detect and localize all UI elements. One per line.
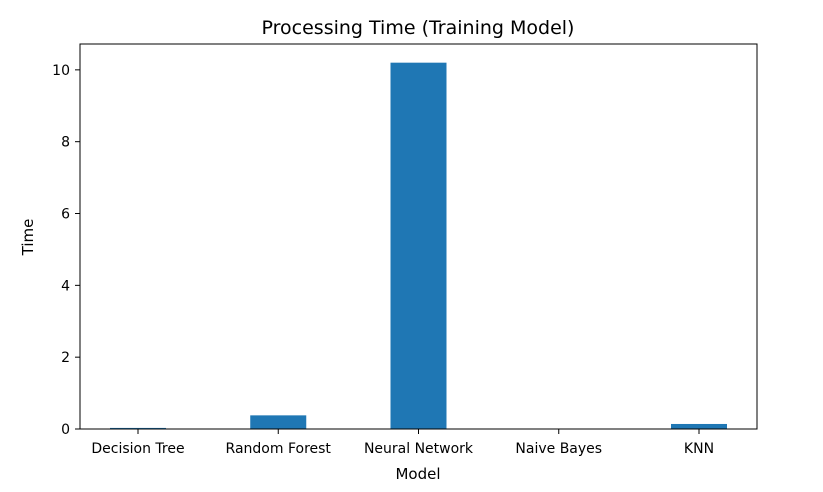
y-tick-label-4: 8	[61, 135, 70, 151]
y-tick-label-1: 2	[61, 350, 70, 366]
x-axis-ticks: Decision Tree Random Forest Neural Network…	[91, 429, 714, 457]
chart-title: Processing Time (Training Model)	[262, 17, 575, 39]
x-tick-label-4: KNN	[684, 441, 714, 457]
y-tick-label-0: 0	[61, 422, 70, 438]
bar-1	[250, 415, 307, 429]
x-tick-label-3: Naive Bayes	[515, 441, 602, 457]
plot-area-frame	[79, 43, 758, 430]
bar-2	[390, 62, 447, 429]
bars-group	[110, 62, 727, 429]
x-axis-label: Model	[395, 465, 440, 483]
x-tick-label-2: Neural Network	[364, 441, 474, 457]
y-tick-label-2: 4	[61, 278, 70, 294]
y-axis-label: Time	[19, 219, 37, 257]
y-tick-label-5: 10	[52, 63, 70, 79]
y-axis-ticks: 0 2 4 6 8 10	[52, 63, 80, 438]
bar-4	[671, 423, 727, 429]
y-tick-label-3: 6	[61, 207, 70, 223]
x-tick-label-1: Random Forest	[226, 441, 332, 457]
x-tick-label-0: Decision Tree	[91, 441, 184, 457]
bar-0	[110, 427, 166, 429]
